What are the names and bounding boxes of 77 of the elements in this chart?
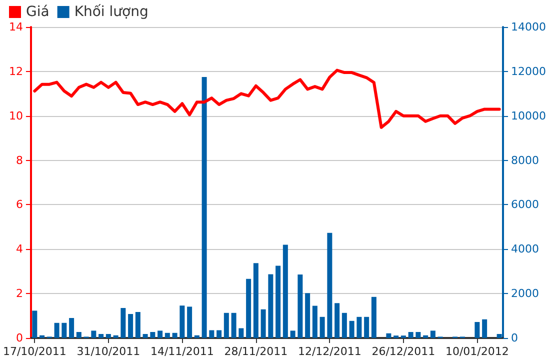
bar	[356, 316, 362, 338]
bar	[371, 296, 376, 338]
bar	[408, 332, 414, 338]
bar	[231, 312, 236, 338]
bar	[290, 330, 296, 338]
bar	[62, 322, 67, 338]
bar	[342, 312, 347, 338]
bar	[180, 306, 185, 338]
bar	[135, 312, 140, 338]
y2-tick-label: 10000	[511, 109, 546, 122]
bar	[164, 332, 170, 338]
bar	[327, 232, 332, 338]
bar	[298, 274, 303, 338]
y-tick-label: 14	[8, 20, 23, 34]
y-tick-label: 12	[8, 64, 23, 78]
y-tick-label: 0	[16, 332, 23, 344]
bar	[209, 330, 214, 338]
y2-tick-label: 0	[511, 332, 518, 344]
bar	[54, 322, 60, 338]
bar	[69, 318, 74, 338]
bar	[260, 309, 266, 338]
x-tick-label: 28/11/2011	[224, 345, 288, 358]
legend-label: Khối lượng	[74, 4, 148, 20]
bar	[224, 312, 229, 338]
bar	[334, 303, 340, 338]
bar	[482, 319, 488, 338]
bar	[91, 330, 96, 338]
bar	[282, 244, 288, 338]
x-tick-label: 14/11/2011	[150, 345, 214, 358]
bar	[276, 266, 281, 338]
bar	[120, 308, 126, 338]
bar	[113, 335, 118, 338]
bar	[268, 274, 274, 338]
y-tick-label: 2	[16, 287, 23, 300]
y2-tick-label: 8000	[511, 154, 539, 167]
bar	[364, 316, 370, 338]
y-tick-label: 6	[16, 198, 23, 212]
bar	[312, 306, 318, 338]
y-tick-label: 4	[16, 242, 23, 256]
bar	[142, 334, 148, 338]
x-tick-label: 31/10/2011	[76, 345, 140, 358]
bar	[238, 328, 244, 338]
y-tick-label: 10	[8, 109, 23, 122]
bar	[416, 332, 421, 338]
x-tick-label: 10/01/2012	[445, 345, 509, 358]
x-tick-label: 26/12/2011	[372, 345, 436, 358]
bar	[158, 330, 163, 338]
bar	[423, 335, 428, 338]
bar	[216, 330, 222, 338]
y2-tick-label: 12000	[511, 64, 546, 78]
bar	[202, 76, 207, 338]
y-tick-label: 8	[16, 154, 23, 167]
legend-label: Giá	[26, 4, 50, 20]
y2-tick-label: 2000	[511, 287, 539, 300]
bar	[305, 293, 310, 338]
bar	[349, 320, 354, 338]
y2-tick-label: 6000	[511, 198, 539, 212]
bar	[320, 316, 325, 338]
bar	[106, 334, 111, 338]
bar	[386, 333, 392, 338]
x-tick-label: 17/10/2011	[2, 345, 66, 358]
bar	[253, 263, 258, 338]
bar	[32, 310, 38, 338]
bar	[474, 322, 480, 338]
bar	[150, 332, 156, 338]
bar	[194, 335, 200, 338]
bar	[187, 306, 192, 338]
bar	[98, 334, 104, 338]
y2-tick-label: 4000	[511, 242, 539, 256]
bar	[246, 278, 252, 338]
bar	[76, 332, 82, 338]
y2-tick-label: 14000	[511, 20, 546, 34]
bar	[40, 335, 45, 338]
x-tick-label: 12/12/2011	[298, 345, 362, 358]
bar	[128, 314, 134, 338]
bar	[172, 332, 178, 338]
bar	[430, 330, 436, 338]
